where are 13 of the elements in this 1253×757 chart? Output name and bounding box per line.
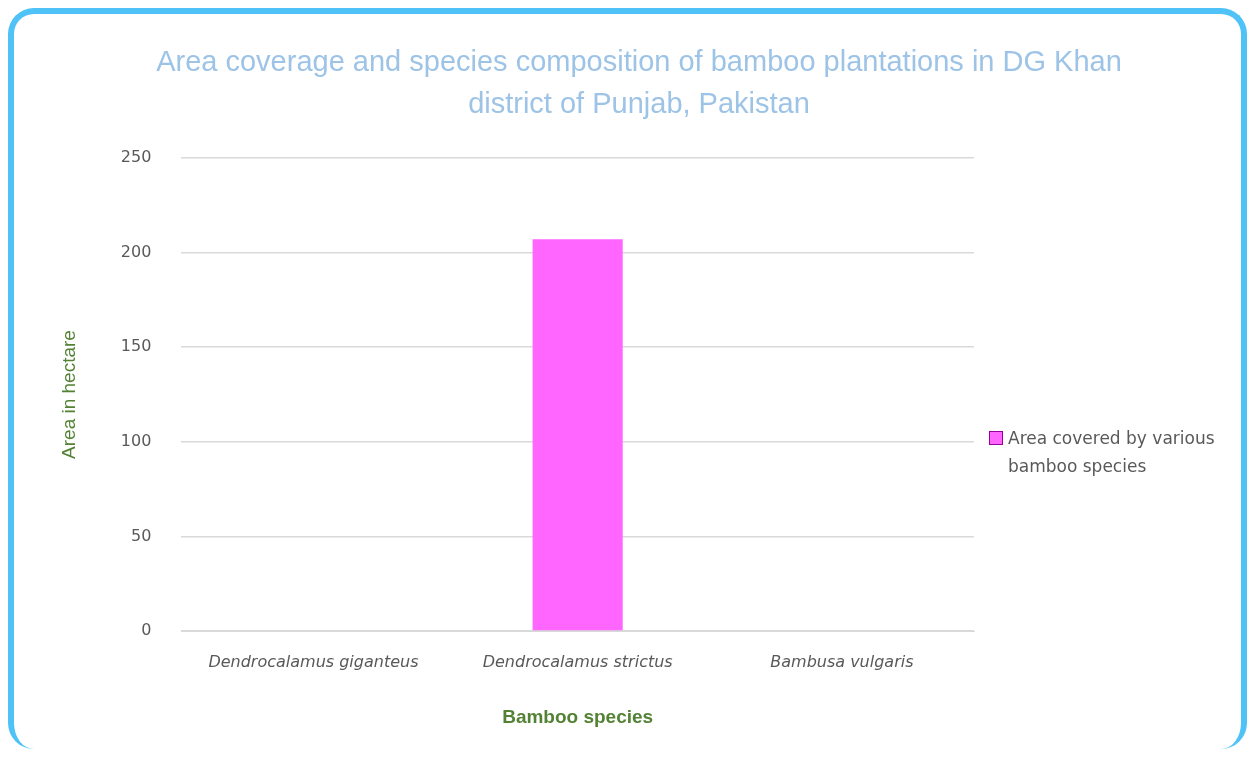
y-tick-label: 0 <box>141 620 152 640</box>
y-axis-title: Area in hectare <box>57 330 79 459</box>
chart-title: Area coverage and species composition of bamboo plantations in DG Khan district of Punjab, Pakistan <box>155 44 1123 121</box>
y-tick-label: 100 <box>120 430 152 450</box>
y-tick-label: 50 <box>130 525 152 545</box>
y-tick-label: 150 <box>120 336 152 356</box>
x-tick-label: Dendrocalamus giganteus <box>208 651 419 671</box>
y-tick-label: 200 <box>120 241 152 261</box>
x-tick-label: Dendrocalamus strictus <box>482 651 673 671</box>
legend-label: Area covered by various bamboo species <box>1008 427 1216 478</box>
x-tick-label: Bambusa vulgaris <box>770 651 914 671</box>
y-tick-label: 250 <box>120 147 152 167</box>
x-axis-title: Bamboo species <box>502 705 654 727</box>
